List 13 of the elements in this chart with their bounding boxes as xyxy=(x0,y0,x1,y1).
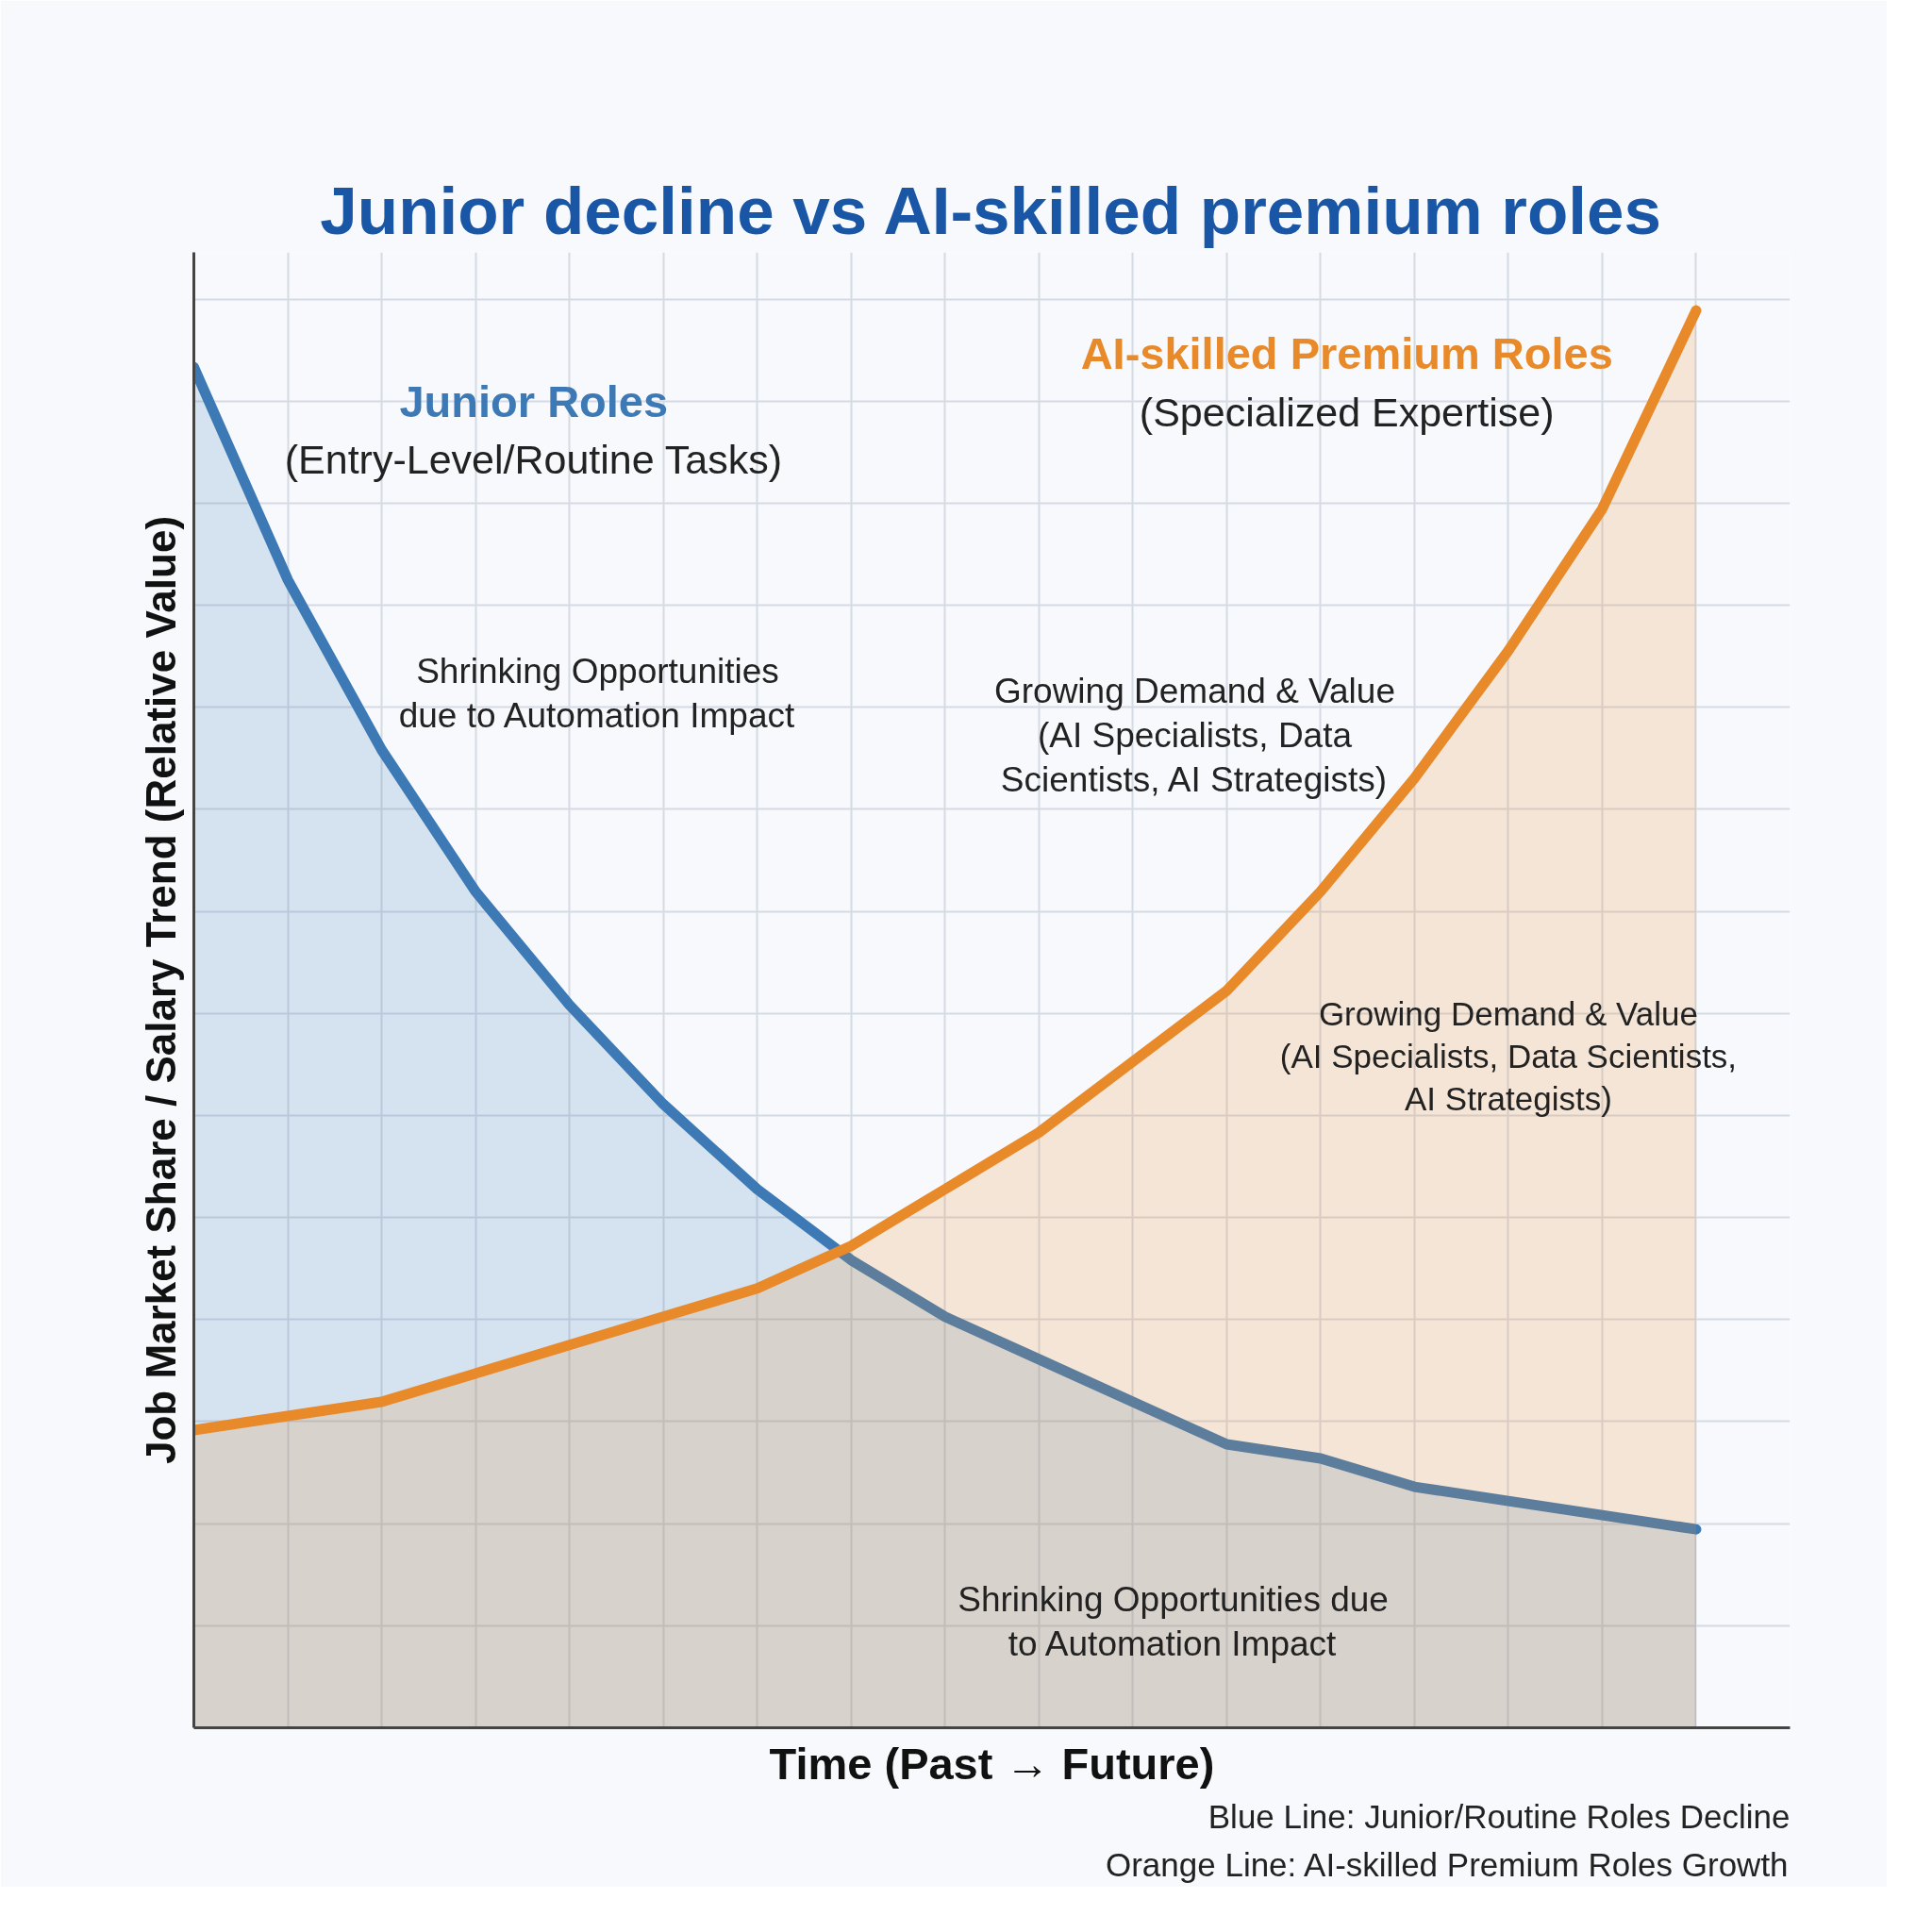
text: Orange Line: AI-skilled Premium Roles Growth xyxy=(1105,1845,1789,1883)
text: Blue Line: Junior/Routine Roles Decline xyxy=(1208,1797,1790,1835)
chart-title: Junior decline vs AI-skilled premium roles xyxy=(320,173,1662,248)
annotation: (Entry-Level/Routine Tasks) xyxy=(284,436,783,482)
y-axis-title: Job Market Share / Salary Trend (Relative Value) xyxy=(137,515,184,1465)
annotation: Shrinking Opportunities due to Automation Impact xyxy=(398,651,795,735)
series-label: AI-skilled Premium Roles xyxy=(1080,327,1613,378)
annotation: Growing Demand & Value (AI Specialists, Data Scientists, AI Strategists) xyxy=(1279,995,1738,1117)
annotation: Shrinking Opportunities due to Automation Impact xyxy=(958,1579,1389,1663)
x-axis-title: Time (Past → Future) xyxy=(769,1738,1215,1789)
text: Junior Roles xyxy=(399,375,669,426)
annotation: (Specialized Expertise) xyxy=(1139,390,1555,436)
annotation: Growing Demand & Value (AI Specialists, Data Scientists, AI Strategists) xyxy=(993,672,1395,800)
